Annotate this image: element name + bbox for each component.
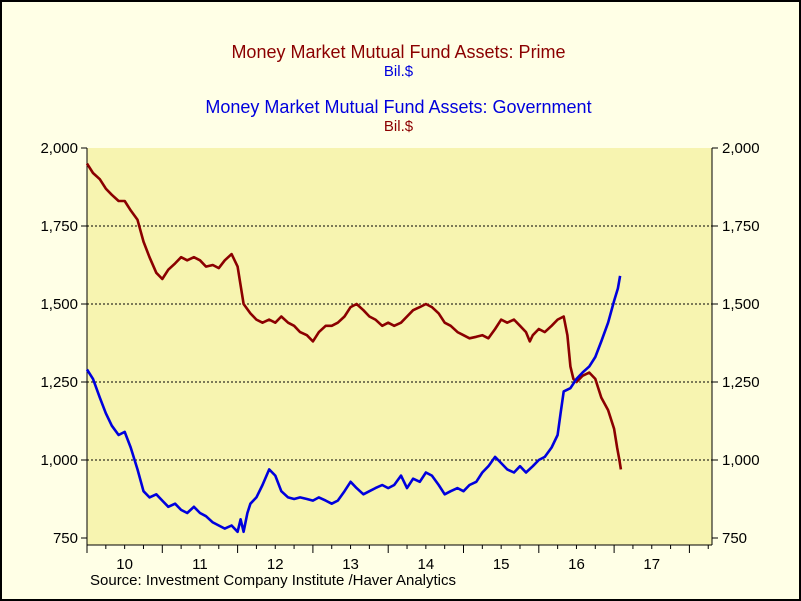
x-tick-label: 17	[643, 556, 660, 573]
y-tick-label-right: 750	[722, 530, 747, 547]
unit-label-government: Bil.$	[383, 118, 414, 135]
series-line-government	[85, 275, 622, 534]
x-tick-label: 14	[418, 556, 435, 573]
y-tick-label-left: 2,000	[40, 140, 78, 157]
y-tick-label-left: 1,750	[40, 218, 78, 235]
y-tick-label-left: 1,250	[40, 374, 78, 391]
y-tick-label-right: 1,250	[722, 374, 760, 391]
chart-title-government: Money Market Mutual Fund Assets: Governm…	[205, 97, 592, 117]
y-tick-label-left: 1,500	[40, 296, 78, 313]
chart-title-prime: Money Market Mutual Fund Assets: Prime	[231, 42, 566, 62]
y-tick-label-right: 1,000	[722, 452, 760, 469]
x-tick-label: 12	[267, 556, 284, 573]
y-tick-label-right: 1,500	[722, 296, 760, 313]
x-tick-label: 16	[568, 556, 585, 573]
series-line-prime	[85, 162, 623, 470]
x-tick-label: 11	[192, 556, 208, 573]
source-note: Source: Investment Company Institute /Ha…	[90, 572, 456, 589]
plot-area	[87, 148, 712, 545]
y-tick-label-right: 2,000	[722, 140, 760, 157]
y-tick-label-left: 1,000	[40, 452, 78, 469]
x-tick-label: 10	[116, 556, 133, 573]
y-tick-label-left: 750	[53, 530, 78, 547]
y-tick-label-right: 1,750	[722, 218, 760, 235]
x-tick-label: 15	[493, 556, 510, 573]
unit-label-prime: Bil.$	[383, 63, 414, 80]
x-tick-label: 13	[342, 556, 359, 573]
